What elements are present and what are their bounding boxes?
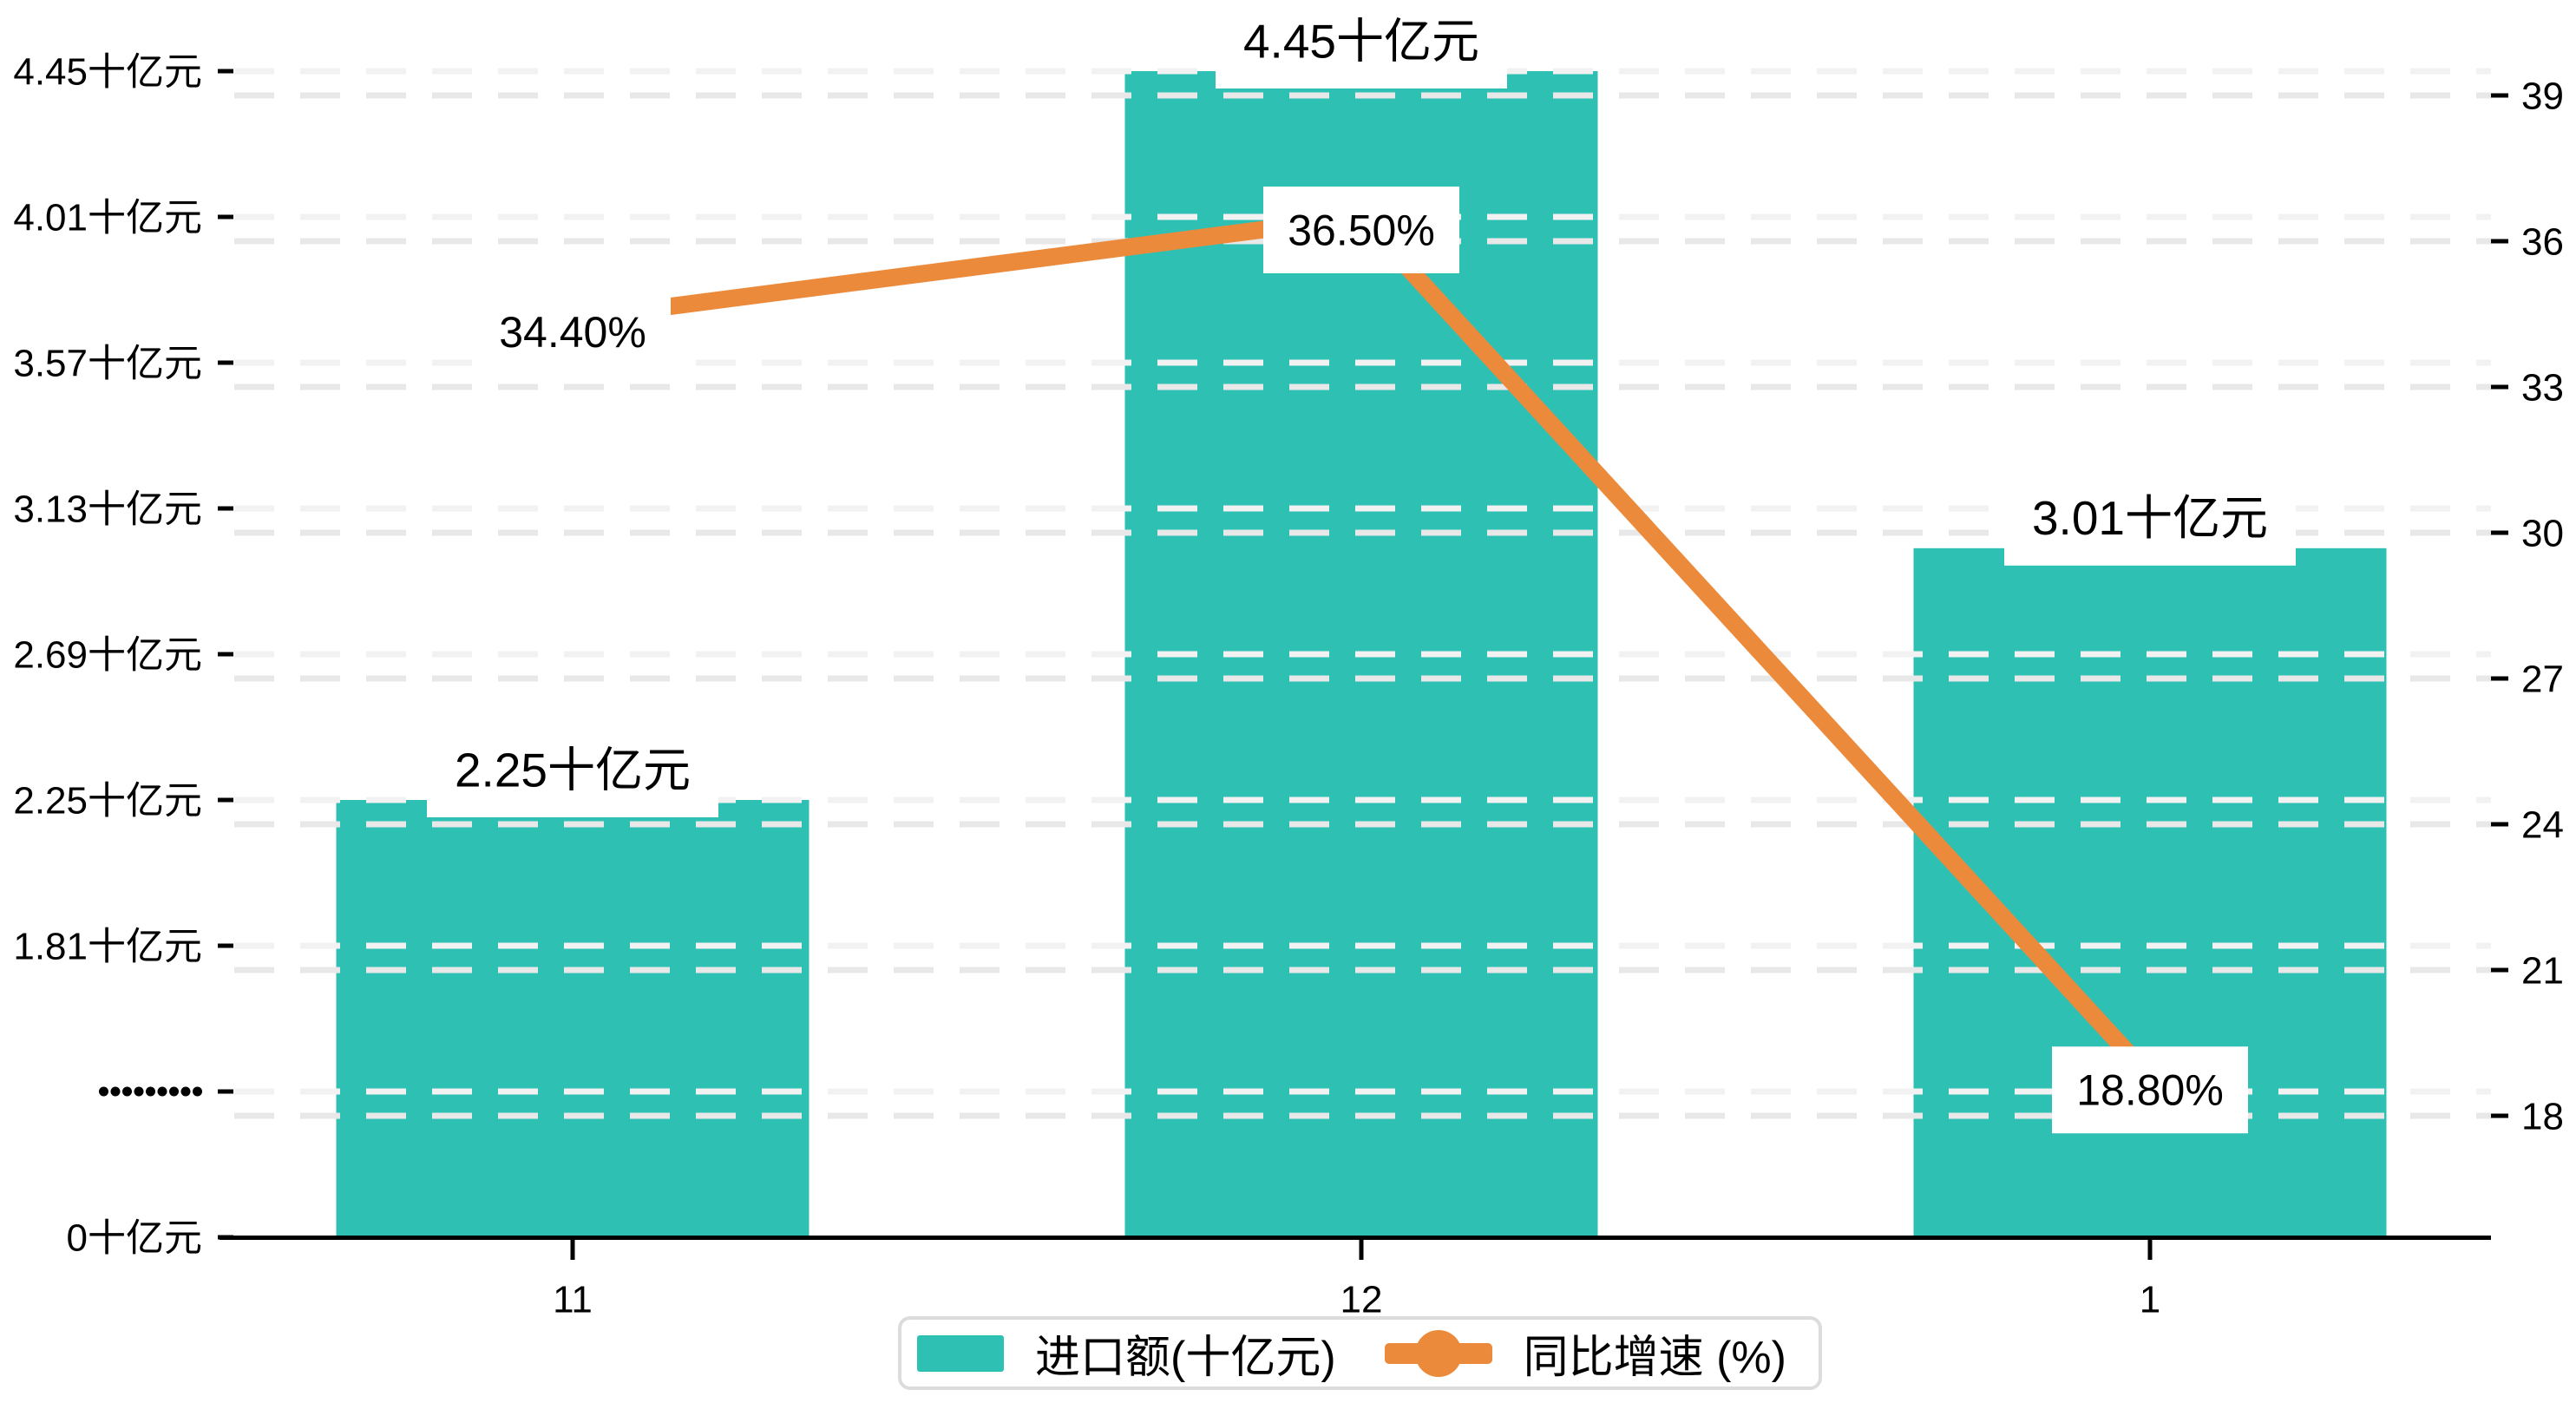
axis-break-dots <box>146 1086 155 1097</box>
right-axis-tick-mark <box>2491 1113 2508 1118</box>
line-value-label: 18.80% <box>2076 1066 2224 1115</box>
axis-break-dots <box>169 1086 179 1097</box>
axis-break-dots <box>99 1086 108 1097</box>
left-axis-tick-label: 0十亿元 <box>67 1216 202 1259</box>
left-axis-tick-label: 3.57十亿元 <box>13 342 202 384</box>
x-axis-tick-mark <box>570 1237 575 1260</box>
left-axis-tick-mark <box>218 943 233 948</box>
left-axis-tick-label: 1.81十亿元 <box>13 925 202 967</box>
bar-value-label: 4.45十亿元 <box>1243 14 1479 68</box>
line-series-marker-icon <box>1384 1329 1492 1377</box>
axis-break-dots <box>122 1086 132 1097</box>
right-axis-tick-label: 21 <box>2521 949 2564 992</box>
right-axis-tick-label: 18 <box>2521 1095 2564 1137</box>
axis-break-dots <box>157 1086 167 1097</box>
left-axis-tick-label: 2.69十亿元 <box>13 633 202 676</box>
legend-label-import-amount: 进口额(十亿元) <box>1035 1333 1336 1383</box>
legend: 进口额(十亿元) 同比增速 (%) <box>898 1316 1822 1390</box>
x-axis-label: 1 <box>2140 1278 2160 1321</box>
left-axis-tick-label: 4.01十亿元 <box>13 196 202 239</box>
axis-break-dots <box>110 1086 121 1097</box>
bar-11[interactable] <box>336 800 810 1237</box>
left-axis-tick-mark <box>218 506 233 511</box>
legend-item-yoy-growth[interactable]: 同比增速 (%) <box>1384 1321 1786 1386</box>
line-value-label: 34.40% <box>499 308 646 357</box>
right-axis-tick-label: 36 <box>2521 220 2564 263</box>
left-axis-tick-label: 3.13十亿元 <box>13 488 202 530</box>
x-axis-line <box>220 1236 2491 1240</box>
x-axis-label: 12 <box>1340 1278 1383 1321</box>
left-axis-tick-mark <box>218 1235 233 1240</box>
line-value-label: 36.50% <box>1288 206 1435 255</box>
left-axis-tick-mark <box>218 652 233 657</box>
right-axis-tick-label: 30 <box>2521 512 2564 554</box>
left-axis-tick-mark <box>218 797 233 803</box>
left-axis-tick-label: 2.25十亿元 <box>13 779 202 822</box>
left-axis-tick-mark <box>218 214 233 220</box>
left-axis-tick-mark <box>218 360 233 365</box>
x-axis-tick-mark <box>1359 1237 1364 1260</box>
bar-value-label-bg <box>427 722 718 817</box>
right-axis-tick-mark <box>2491 384 2508 390</box>
right-axis-tick-mark <box>2491 676 2508 681</box>
right-axis-tick-label: 39 <box>2521 75 2564 117</box>
bar-value-label-bg <box>1216 0 1507 88</box>
right-axis-tick-mark <box>2491 822 2508 827</box>
line-series-dot-icon <box>1414 1329 1462 1377</box>
axis-break-dots <box>193 1086 202 1097</box>
right-axis-tick-mark <box>2491 967 2508 973</box>
right-axis-tick-label: 24 <box>2521 803 2564 846</box>
bar-value-label-bg <box>2004 469 2296 566</box>
left-axis-tick-mark <box>218 69 233 74</box>
axis-break-dots <box>180 1086 191 1097</box>
bar-value-label: 3.01十亿元 <box>2032 491 2268 545</box>
line-value-label-bg <box>2052 1046 2248 1134</box>
right-axis-tick-mark <box>2491 530 2508 535</box>
left-axis-tick-mark <box>218 1089 233 1094</box>
x-axis-label: 11 <box>553 1278 593 1321</box>
right-axis-tick-label: 27 <box>2521 658 2564 700</box>
right-axis-tick-mark <box>2491 93 2508 98</box>
left-axis-tick-label: 4.45十亿元 <box>13 50 202 93</box>
axis-break-dots <box>134 1086 144 1097</box>
right-axis-tick-mark <box>2491 239 2508 244</box>
x-axis-tick-mark <box>2147 1237 2153 1260</box>
legend-item-import-amount[interactable]: 进口额(十亿元) <box>917 1321 1336 1386</box>
legend-label-yoy-growth: 同比增速 (%) <box>1523 1333 1786 1383</box>
right-axis-tick-label: 33 <box>2521 366 2564 409</box>
bar-value-label: 2.25十亿元 <box>455 743 691 796</box>
bar-series-swatch-icon <box>917 1334 1004 1372</box>
line-value-label-bg <box>1263 187 1459 273</box>
line-value-label-bg <box>475 288 671 376</box>
